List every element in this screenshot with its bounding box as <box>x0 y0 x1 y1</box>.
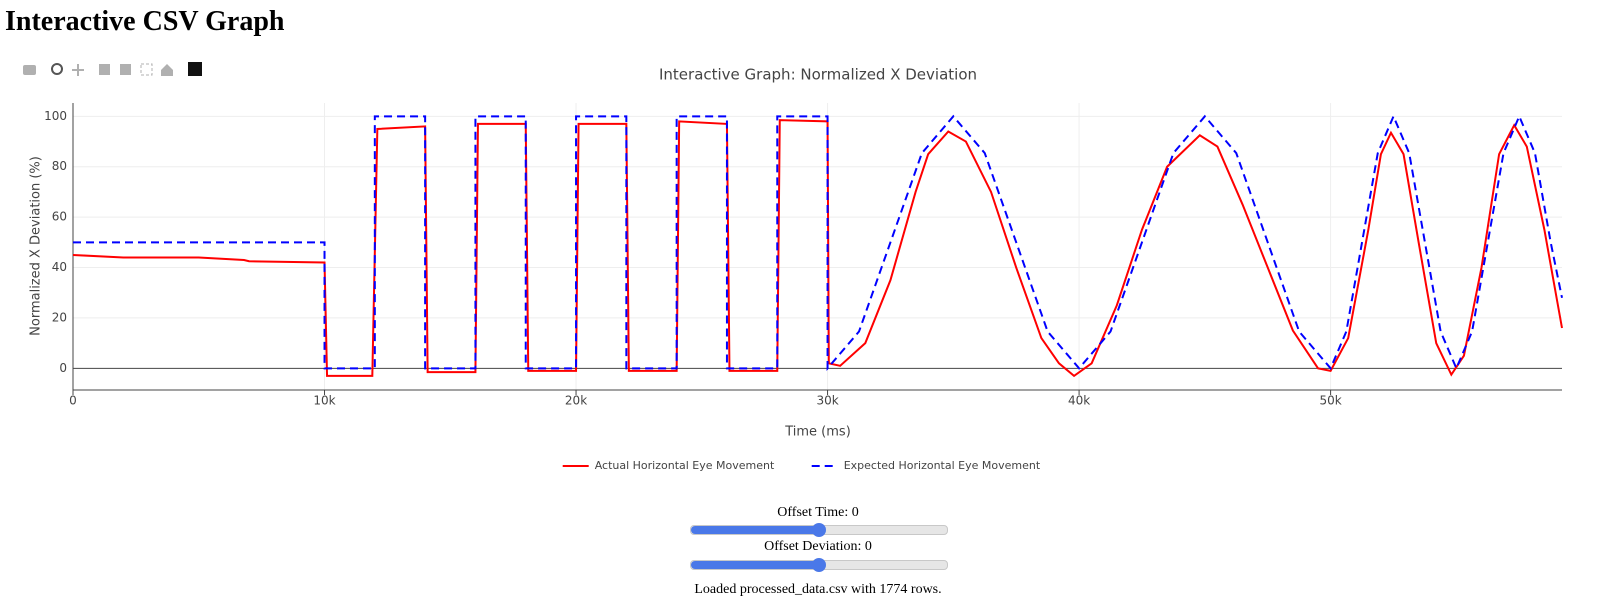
zoom-icon[interactable] <box>51 63 63 75</box>
y-tick-label: 80 <box>52 159 67 173</box>
x-tick-label: 40k <box>1068 394 1090 408</box>
chart-title: Interactive Graph: Normalized X Deviatio… <box>659 66 977 84</box>
status-text: Loaded processed_data.csv with 1774 rows… <box>694 582 942 597</box>
label-text: Offset Time: <box>777 505 849 520</box>
y-tick-label: 0 <box>59 361 67 375</box>
zoom-out-icon[interactable] <box>120 64 131 75</box>
x-tick-label: 30k <box>816 394 838 408</box>
series-line <box>72 119 1563 378</box>
offset-time-slider[interactable] <box>690 523 948 537</box>
zoom-in-icon[interactable] <box>99 64 110 75</box>
x-tick-label: 50k <box>1319 394 1341 408</box>
slider-fill <box>691 526 819 534</box>
x-tick-label: 20k <box>565 394 587 408</box>
camera-icon[interactable] <box>23 65 36 75</box>
slider-thumb[interactable] <box>812 523 826 537</box>
legend-label: Actual Horizontal Eye Movement <box>595 459 775 472</box>
reset-icon[interactable] <box>161 64 173 76</box>
offset-deviation-slider[interactable] <box>690 558 948 572</box>
label-text: Offset Deviation: <box>764 539 862 554</box>
pan-icon[interactable] <box>72 64 84 76</box>
page-title: Interactive CSV Graph <box>5 6 285 37</box>
y-tick-label: 40 <box>52 260 67 274</box>
label-value: 0 <box>864 539 872 554</box>
y-axis-title: Normalized X Deviation (%) <box>29 156 44 336</box>
control-label: Offset Time: 0 <box>0 505 1600 521</box>
x-axis-title: Time (ms) <box>784 425 851 440</box>
modebar <box>23 62 202 76</box>
autoscale-icon[interactable] <box>140 63 153 76</box>
x-tick-label: 0 <box>69 394 77 408</box>
y-tick-label: 100 <box>44 109 67 123</box>
legend-label: Expected Horizontal Eye Movement <box>844 459 1041 472</box>
plotly-logo[interactable] <box>188 62 202 76</box>
chart: Interactive Graph: Normalized X Deviatio… <box>23 62 1563 472</box>
slider-thumb[interactable] <box>812 558 826 572</box>
label-value: 0 <box>851 505 859 520</box>
control-label: Offset Deviation: 0 <box>0 539 1600 555</box>
y-tick-label: 60 <box>52 210 67 224</box>
y-tick-label: 20 <box>52 310 67 324</box>
slider-fill <box>691 561 819 569</box>
x-tick-label: 10k <box>313 394 335 408</box>
series-line <box>73 113 1563 372</box>
